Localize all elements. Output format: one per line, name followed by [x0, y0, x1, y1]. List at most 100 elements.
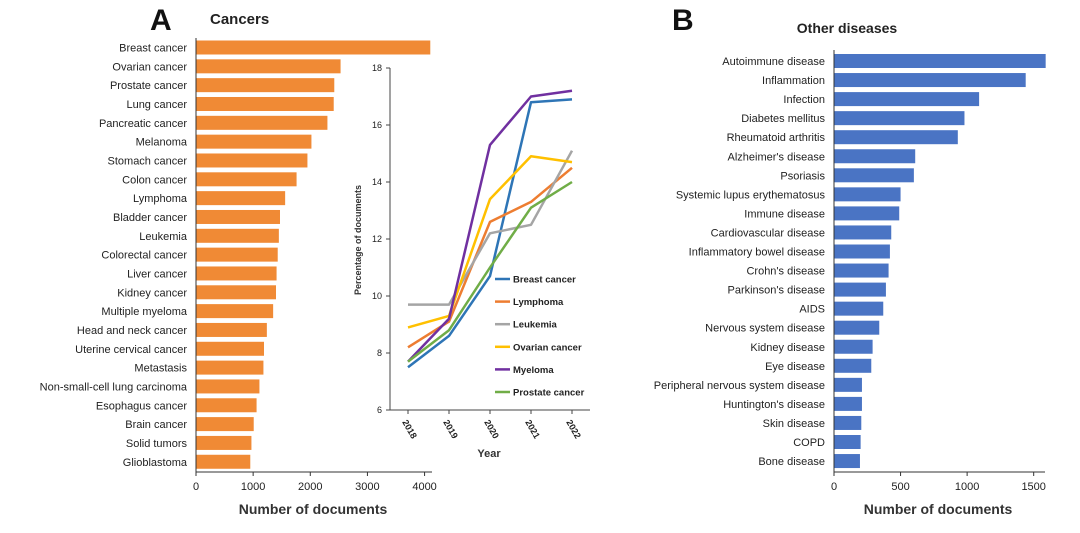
inset-y-label: Percentage of documents [353, 185, 363, 295]
inset-y-tick-label-18: 18 [372, 63, 382, 73]
inset-y-tick-label-16: 16 [372, 120, 382, 130]
cancer-bar-prostate-cancer [196, 78, 335, 93]
inset-y-tick-label-14: 14 [372, 177, 382, 187]
panel-a-title: Cancers [210, 11, 269, 28]
disease-category-label-diabetes-mellitus: Diabetes mellitus [741, 113, 825, 125]
disease-category-label-autoimmune-disease: Autoimmune disease [722, 56, 825, 68]
disease-bar-systemic-lupus-erythematosus [834, 187, 901, 202]
disease-x-tick-label-0: 0 [831, 481, 837, 493]
inset-y-tick-label-6: 6 [377, 405, 382, 415]
disease-category-label-parkinson-s-disease: Parkinson's disease [728, 285, 826, 297]
cancer-x-tick-label-1000: 1000 [241, 481, 265, 493]
cancer-x-tick-label-3000: 3000 [355, 481, 379, 493]
cancer-bar-ovarian-cancer [196, 59, 341, 74]
cancer-category-label-multiple-myeloma: Multiple myeloma [101, 306, 187, 318]
cancer-category-label-colorectal-cancer: Colorectal cancer [101, 250, 187, 262]
cancer-bar-head-and-neck-cancer [196, 322, 267, 337]
disease-category-label-kidney-disease: Kidney disease [750, 342, 825, 354]
cancer-x-tick-label-4000: 4000 [412, 481, 436, 493]
line-series-myeloma [407, 89, 573, 363]
disease-category-label-rheumatoid-arthritis: Rheumatoid arthritis [727, 132, 826, 144]
line-series-lymphoma [407, 166, 573, 349]
disease-bar-peripheral-nervous-system-disease [834, 377, 862, 392]
disease-bar-copd [834, 435, 861, 449]
panel-b-title: Other diseases [797, 20, 898, 36]
panel-a-bar-chart: Breast cancer Ovarian cancer Prostate canc… [40, 40, 437, 493]
inset-background [350, 58, 600, 470]
cancer-category-label-stomach-cancer: Stomach cancer [108, 155, 188, 167]
cancer-bar-colon-cancer [196, 172, 297, 187]
disease-bar-skin-disease [834, 415, 862, 430]
inset-y-tick-label-12: 12 [372, 234, 382, 244]
disease-category-label-copd: COPD [793, 437, 825, 449]
cancer-x-tick-label-2000: 2000 [298, 481, 322, 493]
disease-category-label-inflammatory-bowel-disease: Inflammatory bowel disease [689, 247, 825, 259]
cancer-bar-multiple-myeloma [196, 304, 274, 319]
disease-bar-huntington-s-disease [834, 396, 862, 411]
cancer-category-label-pancreatic-cancer: Pancreatic cancer [99, 118, 187, 130]
cancer-category-label-ovarian-cancer: Ovarian cancer [112, 61, 187, 73]
cancer-category-label-metastasis: Metastasis [134, 363, 187, 375]
cancer-bar-bladder-cancer [196, 209, 280, 224]
cancer-bar-brain-cancer [196, 417, 254, 432]
disease-bar-aids [834, 301, 884, 316]
cancer-bar-solid-tumors [196, 435, 252, 450]
cancer-bar-melanoma [196, 134, 312, 149]
disease-x-tick-label-1000: 1000 [955, 481, 979, 493]
disease-bar-cardiovascular-disease [834, 225, 892, 240]
cancer-category-label-uterine-cervical-cancer: Uterine cervical cancer [75, 344, 187, 356]
cancer-category-label-colon-cancer: Colon cancer [122, 174, 187, 186]
cancer-bar-kidney-cancer [196, 285, 276, 300]
inset-x-label: Year [477, 448, 501, 460]
cancer-category-label-lymphoma: Lymphoma [133, 193, 188, 205]
disease-category-label-crohn-s-disease: Crohn's disease [746, 266, 825, 278]
cancer-category-label-esophagus-cancer: Esophagus cancer [96, 400, 187, 412]
disease-bar-autoimmune-disease [834, 54, 1046, 68]
disease-category-label-systemic-lupus-erythematosus: Systemic lupus erythematosus [676, 189, 826, 201]
disease-bar-kidney-disease [834, 339, 873, 354]
disease-category-label-nervous-system-disease: Nervous system disease [705, 323, 825, 335]
panel-a-x-label: Number of documents [239, 501, 388, 517]
cancer-bar-colorectal-cancer [196, 247, 278, 262]
disease-category-label-infection: Infection [783, 94, 825, 106]
legend-label-breast-cancer: Breast cancer [513, 275, 576, 286]
cancer-bar-leukemia [196, 228, 279, 243]
cancer-bar-esophagus-cancer [196, 398, 257, 413]
panel-b-x-label: Number of documents [864, 501, 1013, 517]
disease-category-label-psoriasis: Psoriasis [780, 170, 825, 182]
cancer-bar-pancreatic-cancer [196, 115, 328, 130]
disease-x-tick-label-1500: 1500 [1021, 481, 1045, 493]
disease-category-label-immune-disease: Immune disease [744, 208, 825, 220]
disease-bar-immune-disease [834, 206, 900, 221]
cancer-category-label-bladder-cancer: Bladder cancer [113, 212, 187, 224]
cancer-category-label-prostate-cancer: Prostate cancer [110, 80, 187, 92]
inset-y-tick-label-8: 8 [377, 348, 382, 358]
disease-bar-diabetes-mellitus [834, 111, 965, 126]
disease-category-label-inflammation: Inflammation [762, 75, 825, 87]
cancer-category-label-non-small-cell-lung-carcinoma: Non-small-cell lung carcinoma [40, 381, 188, 393]
disease-category-label-skin-disease: Skin disease [763, 418, 825, 430]
cancer-bar-glioblastoma [196, 454, 251, 469]
cancer-category-label-head-and-neck-cancer: Head and neck cancer [77, 325, 187, 337]
cancer-category-label-lung-cancer: Lung cancer [126, 99, 187, 111]
cancer-category-label-kidney-cancer: Kidney cancer [117, 287, 187, 299]
cancer-category-label-liver-cancer: Liver cancer [127, 268, 187, 280]
disease-category-label-aids: AIDS [799, 304, 825, 316]
disease-bar-nervous-system-disease [834, 320, 880, 335]
disease-category-label-alzheimer-s-disease: Alzheimer's disease [728, 151, 825, 163]
cancer-bar-lymphoma [196, 191, 286, 206]
cancer-bar-stomach-cancer [196, 153, 308, 168]
panel-b-letter: B [672, 4, 694, 37]
legend-label-ovarian-cancer: Ovarian cancer [513, 342, 582, 353]
disease-bar-inflammation [834, 73, 1026, 88]
disease-bar-parkinson-s-disease [834, 282, 886, 297]
disease-category-label-eye-disease: Eye disease [765, 361, 825, 373]
disease-x-tick-label-500: 500 [891, 481, 909, 493]
line-series-prostate-cancer [407, 180, 573, 363]
cancer-bar-breast-cancer [196, 40, 431, 55]
disease-bar-eye-disease [834, 358, 872, 373]
disease-bar-alzheimer-s-disease [834, 149, 916, 164]
